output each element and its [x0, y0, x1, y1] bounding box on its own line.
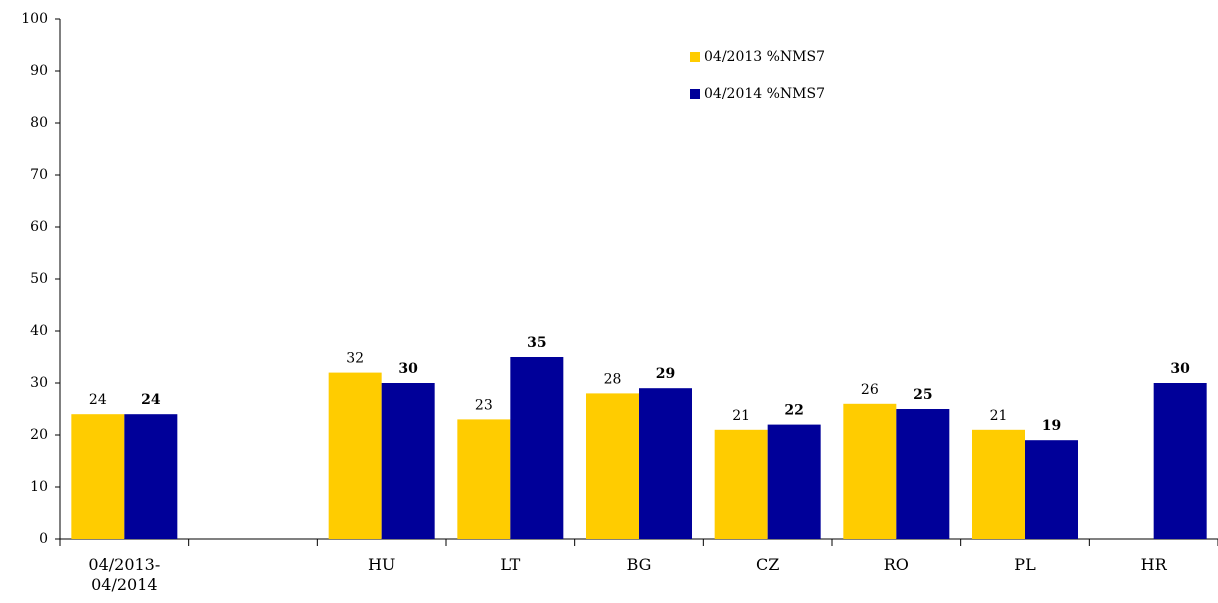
data-label: 25: [913, 387, 932, 403]
data-label: 21: [732, 408, 750, 424]
data-label: 26: [861, 382, 879, 398]
bar: [639, 388, 692, 539]
y-tick-label: 70: [30, 167, 48, 183]
bar: [1153, 383, 1207, 539]
y-tick-label: 50: [30, 271, 48, 287]
data-label: 21: [990, 408, 1008, 424]
data-label: 22: [784, 403, 803, 419]
x-tick-label: HU: [367, 555, 396, 574]
bar: [124, 414, 178, 539]
y-tick-label: 90: [30, 63, 48, 79]
y-tick-label: 100: [21, 11, 48, 27]
bar: [328, 372, 382, 539]
data-label: 30: [398, 361, 418, 377]
x-tick-label: CZ: [755, 555, 780, 574]
data-label: 28: [604, 371, 622, 387]
y-tick-label: 10: [30, 479, 48, 495]
x-tick-label: PL: [1014, 555, 1036, 574]
x-tick-label: BG: [626, 555, 652, 574]
x-tick-label: LT: [500, 555, 521, 574]
y-tick-label: 80: [30, 115, 48, 131]
y-tick-label: 0: [39, 531, 48, 547]
bar: [510, 357, 564, 539]
legend-label: 04/2013 %NMS7: [704, 49, 825, 65]
y-tick-label: 20: [30, 427, 48, 443]
bar: [767, 424, 821, 539]
data-label: 35: [527, 335, 546, 351]
y-tick-label: 60: [30, 219, 48, 235]
data-label: 29: [656, 366, 675, 382]
bar: [714, 429, 768, 539]
bar: [586, 393, 639, 539]
data-label: 19: [1042, 418, 1061, 434]
data-label: 32: [346, 351, 364, 367]
legend-swatch: [690, 89, 700, 99]
y-tick-label: 40: [30, 323, 48, 339]
data-label: 23: [475, 397, 493, 413]
bar: [457, 419, 511, 539]
x-tick-label: RO: [883, 555, 909, 574]
bar: [71, 414, 125, 539]
bar: [1025, 440, 1078, 539]
bar: [381, 383, 435, 539]
bar: [972, 429, 1025, 539]
data-label: 24: [141, 392, 161, 408]
bar: [896, 409, 950, 539]
bar: [843, 403, 897, 539]
legend-label: 04/2014 %NMS7: [704, 86, 825, 102]
data-label: 30: [1170, 361, 1190, 377]
y-tick-label: 30: [30, 375, 48, 391]
x-tick-label: 04/2013-04/2014: [88, 555, 161, 594]
legend-swatch: [690, 52, 700, 62]
x-tick-label: HR: [1140, 555, 1167, 574]
data-label: 24: [89, 392, 107, 408]
